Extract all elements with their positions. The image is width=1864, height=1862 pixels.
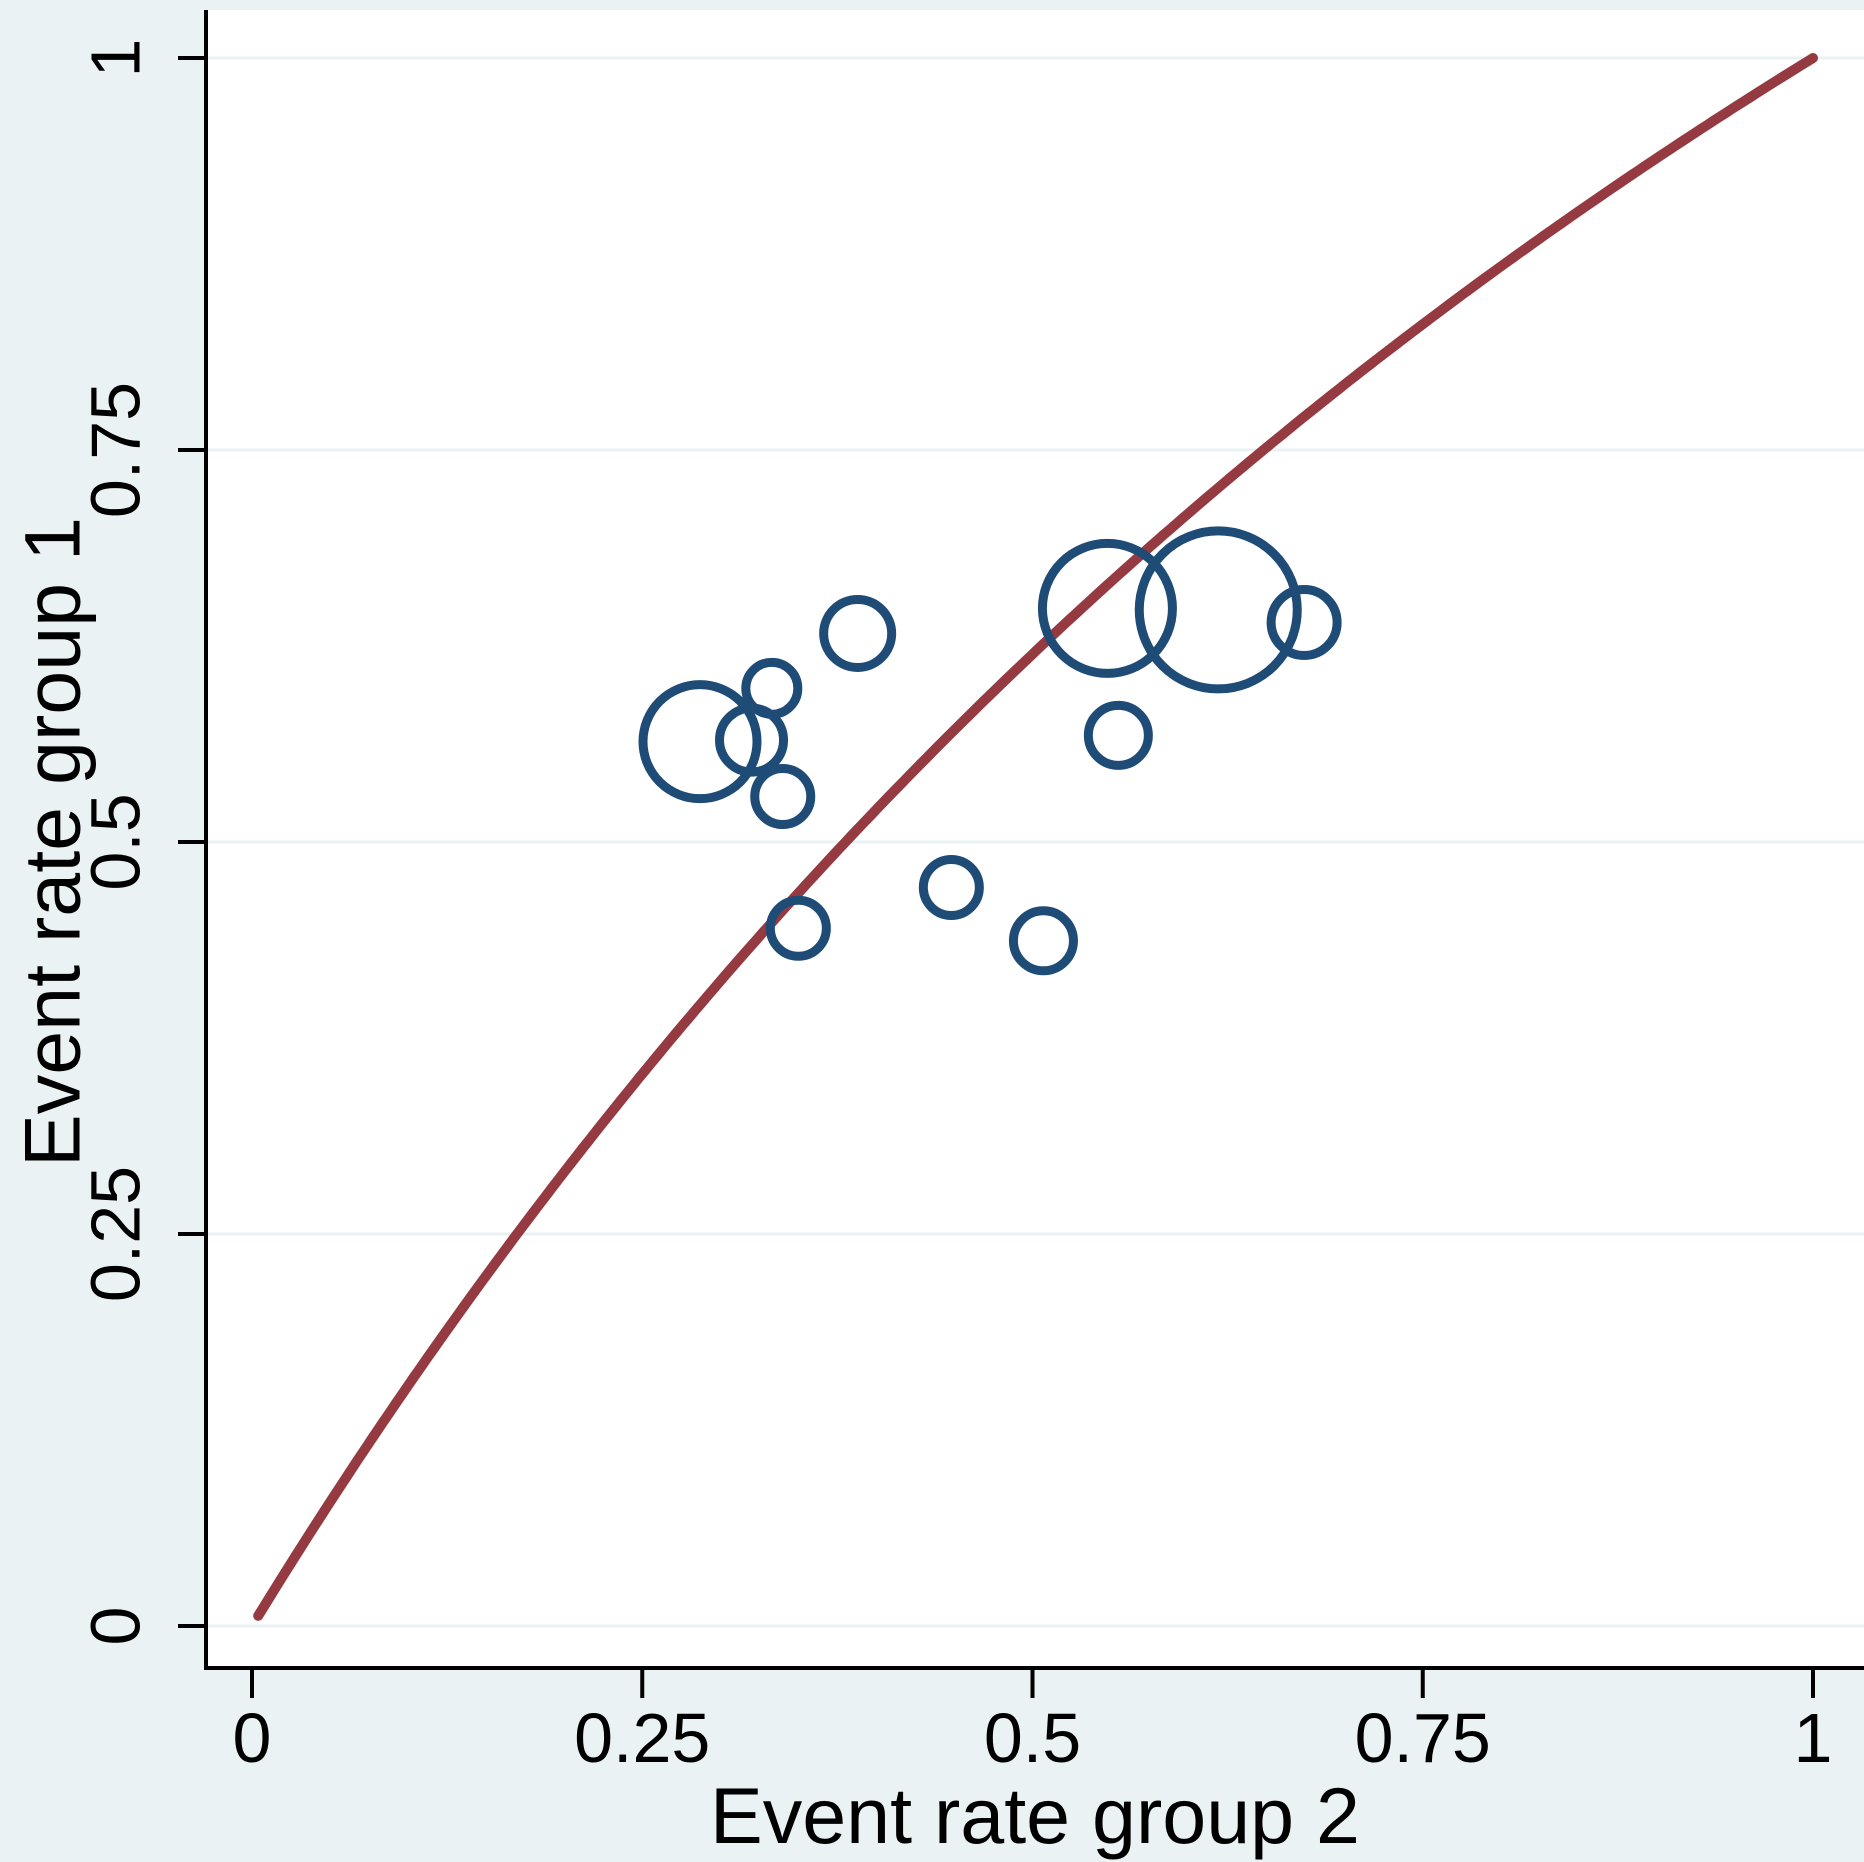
bubble bbox=[918, 854, 984, 920]
x-axis-title: Event rate group 2 bbox=[710, 1771, 1360, 1860]
bubble bbox=[1037, 538, 1177, 678]
bubble bbox=[741, 657, 803, 719]
plot-area bbox=[206, 10, 1864, 1668]
x-tick-label: 0.25 bbox=[574, 1699, 710, 1777]
bubble bbox=[1083, 700, 1153, 770]
y-tick-label: 0 bbox=[77, 1607, 155, 1646]
x-tick-label: 0 bbox=[233, 1699, 272, 1777]
x-ticks bbox=[250, 1670, 1815, 1698]
y-tick-label: 1 bbox=[77, 39, 155, 78]
gridlines bbox=[208, 56, 1864, 1628]
summary-curve bbox=[253, 53, 1818, 1621]
bubbles bbox=[638, 526, 1342, 976]
y-axis-title: Event rate group 1 bbox=[8, 517, 97, 1167]
bubble bbox=[1008, 906, 1078, 976]
y-tick-labels: 0 0.25 0.5 0.75 1 bbox=[77, 39, 155, 1646]
x-tick-label: 1 bbox=[1794, 1699, 1833, 1777]
bubble bbox=[765, 895, 831, 961]
x-tick-label: 0.75 bbox=[1355, 1699, 1491, 1777]
y-tick-label: 0.5 bbox=[77, 793, 155, 890]
y-tick-label: 0.25 bbox=[77, 1166, 155, 1302]
x-tick-label: 0.5 bbox=[984, 1699, 1081, 1777]
bubble bbox=[638, 680, 762, 804]
bubble bbox=[1134, 526, 1302, 694]
bubble bbox=[819, 594, 897, 672]
bubble bbox=[1266, 584, 1342, 660]
x-tick-labels: 0 0.25 0.5 0.75 1 bbox=[233, 1699, 1833, 1777]
y-ticks bbox=[178, 56, 204, 1628]
bubble bbox=[750, 764, 816, 830]
y-tick-label: 0.75 bbox=[77, 382, 155, 518]
